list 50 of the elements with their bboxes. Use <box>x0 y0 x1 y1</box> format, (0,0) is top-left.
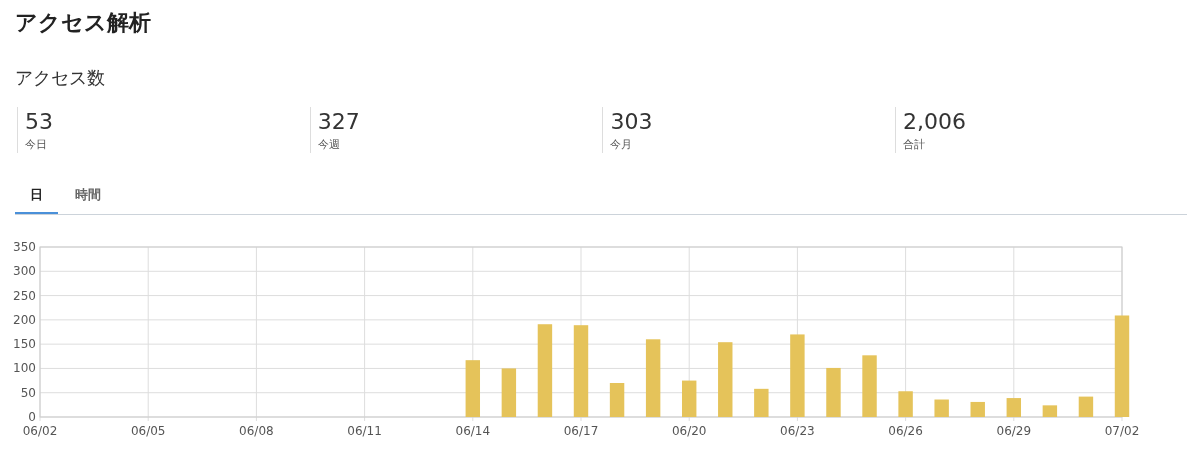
text: 53 <box>25 109 53 134</box>
text: 時間 <box>74 186 102 204</box>
text: アクセス数 <box>15 66 105 90</box>
bar <box>609 383 625 417</box>
text: 2,006 <box>903 109 967 134</box>
x-tick-label: 06/08 <box>239 424 274 438</box>
x-tick-label: 06/26 <box>888 424 923 438</box>
bar <box>573 325 589 417</box>
x-tick-label: 06/29 <box>996 424 1032 438</box>
bar <box>465 360 481 417</box>
bar <box>681 380 697 417</box>
bar <box>501 368 517 417</box>
bar <box>898 391 913 417</box>
y-tick-label: 300 <box>13 264 36 279</box>
bar <box>1042 405 1058 417</box>
y-tick-label: 0 <box>28 410 36 424</box>
bar <box>970 401 985 417</box>
bar <box>718 342 733 417</box>
text: 日 <box>29 186 44 204</box>
y-tick-label: 150 <box>13 337 36 352</box>
x-tick-label: 06/02 <box>22 424 58 438</box>
text: 今月 <box>610 137 633 152</box>
y-tick-label: 250 <box>13 288 36 303</box>
text: 327 <box>317 109 360 134</box>
text: アクセス解析 <box>15 9 151 37</box>
x-tick-label: 06/17 <box>563 424 599 438</box>
text: 今週 <box>317 137 340 152</box>
bar <box>790 334 805 417</box>
bar <box>1006 398 1022 417</box>
y-tick-label: 100 <box>13 361 36 376</box>
x-tick-label: 06/11 <box>347 424 382 438</box>
bar <box>645 339 661 417</box>
x-tick-label: 06/23 <box>780 424 815 438</box>
x-tick-label: 06/05 <box>130 424 166 438</box>
text: 303 <box>610 109 653 134</box>
x-tick-label: 07/02 <box>1104 424 1140 438</box>
x-tick-label: 06/14 <box>455 424 491 438</box>
x-tick-label: 06/20 <box>671 424 707 438</box>
text: 今日 <box>25 137 47 152</box>
bar <box>934 399 949 417</box>
bar <box>1114 315 1130 417</box>
bar <box>754 388 769 417</box>
text: 合計 <box>903 137 926 152</box>
bar <box>1078 396 1094 417</box>
y-tick-label: 50 <box>20 385 36 400</box>
y-tick-label: 350 <box>13 240 36 254</box>
bar <box>537 324 553 417</box>
bar <box>862 355 877 417</box>
bar <box>826 367 841 417</box>
y-tick-label: 200 <box>13 312 36 327</box>
